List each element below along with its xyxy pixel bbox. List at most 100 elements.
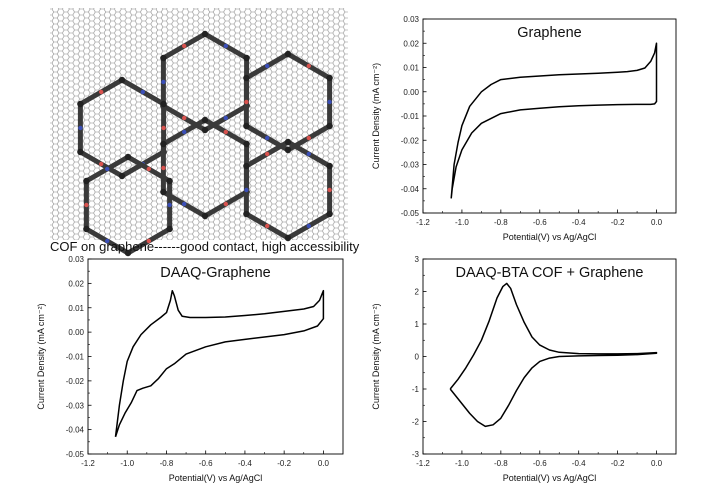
carbon-node xyxy=(160,188,167,196)
x-tick-label: -0.8 xyxy=(160,459,174,468)
x-tick-label: -0.2 xyxy=(611,218,625,227)
x-tick-label: -0.4 xyxy=(238,459,252,468)
nitrogen-atom xyxy=(327,99,332,105)
nitrogen-atom xyxy=(167,202,172,208)
plot-frame xyxy=(422,18,677,214)
y-tick-label: -0.02 xyxy=(401,136,420,145)
carbon-node xyxy=(124,153,132,161)
cv-curve xyxy=(449,282,658,428)
x-tick-label: -0.6 xyxy=(199,459,213,468)
y-tick-label: 0.00 xyxy=(68,328,84,337)
carbon-node xyxy=(284,138,292,146)
x-tick-label: 0.0 xyxy=(651,218,663,227)
y-tick-label: -0.03 xyxy=(66,401,85,410)
nitrogen-atom xyxy=(105,166,110,172)
x-tick-label: -1.2 xyxy=(416,218,430,227)
x-axis-title: Potential(V) vs Ag/AgCl xyxy=(503,473,597,483)
nitrogen-atom xyxy=(182,129,187,135)
carbon-node xyxy=(160,100,167,108)
y-axis-title: Current Density (mA cm⁻²) xyxy=(371,63,381,169)
nitrogen-atom xyxy=(105,238,110,244)
y-tick-label: -2 xyxy=(412,418,420,427)
chart-title: Graphene xyxy=(517,25,582,41)
carbon-node xyxy=(284,50,292,58)
carbon-node xyxy=(243,54,250,62)
oxygen-atom xyxy=(182,43,187,49)
carbon-node xyxy=(118,172,126,180)
carbon-node xyxy=(326,122,333,130)
carbon-node xyxy=(160,54,167,62)
x-tick-label: -1.0 xyxy=(120,459,134,468)
carbon-node xyxy=(326,210,333,218)
oxygen-atom xyxy=(161,125,166,131)
oxygen-atom xyxy=(327,187,332,193)
carbon-node xyxy=(83,177,90,185)
carbon-node xyxy=(83,225,90,233)
carbon-node xyxy=(201,116,209,124)
plot-frame xyxy=(87,258,344,455)
chart-title: DAAQ-Graphene xyxy=(160,265,270,281)
y-tick-label: -3 xyxy=(412,450,420,459)
carbon-node xyxy=(201,30,209,38)
carbon-node xyxy=(284,146,292,154)
oxygen-atom xyxy=(146,166,151,172)
nitrogen-atom xyxy=(161,79,166,85)
oxygen-atom xyxy=(161,165,166,171)
nitrogen-atom xyxy=(306,151,311,157)
x-tick-label: -0.2 xyxy=(611,459,625,468)
y-tick-label: 0.01 xyxy=(68,304,84,313)
carbon-node xyxy=(243,162,250,170)
x-tick-label: -0.4 xyxy=(572,459,586,468)
y-axis-title: Current Density (mA cm⁻²) xyxy=(36,303,46,409)
y-tick-label: -0.03 xyxy=(401,161,420,170)
oxygen-atom xyxy=(306,135,311,141)
cv-curve xyxy=(450,42,658,199)
carbon-node xyxy=(201,212,209,220)
oxygen-atom xyxy=(223,129,228,135)
y-tick-label: -1 xyxy=(412,385,420,394)
y-tick-label: 0.01 xyxy=(403,64,419,73)
carbon-node xyxy=(166,225,173,233)
cof-on-graphene-illustration: COF on graphene------good contact, high … xyxy=(50,8,360,257)
cv-curve xyxy=(114,289,325,438)
x-tick-label: -0.2 xyxy=(277,459,291,468)
y-tick-label: -0.01 xyxy=(66,353,85,362)
carbon-node xyxy=(124,249,132,257)
nitrogen-atom xyxy=(182,201,187,207)
y-tick-label: 0.00 xyxy=(403,88,419,97)
chart-graphene: -1.2 -1.0 -0.8 -0.6 -0.4 -0.2 0.0 -0.05 -0.04 -0.… xyxy=(371,15,677,242)
y-tick-label: 2 xyxy=(415,288,420,297)
y-tick-label: 1 xyxy=(415,320,420,329)
chart-daaq-bta-cof-graphene: -1.2 -1.0 -0.8 -0.6 -0.4 -0.2 0.0 -3 -2 -1 0 1 2 3 DAA… xyxy=(371,255,677,483)
nitrogen-atom xyxy=(244,187,249,193)
oxygen-atom xyxy=(99,89,104,95)
y-tick-label: -0.05 xyxy=(66,450,85,459)
y-tick-label: -0.01 xyxy=(401,112,420,121)
x-tick-label: -1.0 xyxy=(455,218,469,227)
y-axis-title: Current Density (mA cm⁻²) xyxy=(371,303,381,409)
carbon-node xyxy=(243,210,250,218)
y-tick-label: 0.02 xyxy=(68,279,84,288)
x-tick-label: -0.6 xyxy=(533,218,547,227)
nitrogen-atom xyxy=(78,125,83,131)
oxygen-atom xyxy=(223,201,228,207)
nitrogen-atom xyxy=(265,63,270,69)
nitrogen-atom xyxy=(223,43,228,49)
x-axis-title: Potential(V) vs Ag/AgCl xyxy=(503,232,597,242)
y-tick-label: 0.03 xyxy=(403,15,419,24)
y-tick-label: -0.05 xyxy=(401,209,420,218)
x-tick-label: -1.2 xyxy=(81,459,95,468)
x-tick-label: 0.0 xyxy=(318,459,330,468)
plot-frame xyxy=(422,258,677,455)
oxygen-atom xyxy=(244,99,249,105)
x-tick-label: -1.0 xyxy=(455,459,469,468)
carbon-node xyxy=(77,100,84,108)
carbon-node xyxy=(166,177,173,185)
y-tick-label: -0.02 xyxy=(66,377,85,386)
carbon-node xyxy=(326,74,333,82)
x-tick-label: -0.4 xyxy=(572,218,586,227)
y-tick-label: -0.04 xyxy=(401,185,420,194)
x-tick-label: -0.8 xyxy=(494,459,508,468)
carbon-node xyxy=(118,76,126,84)
carbon-node xyxy=(77,148,84,156)
